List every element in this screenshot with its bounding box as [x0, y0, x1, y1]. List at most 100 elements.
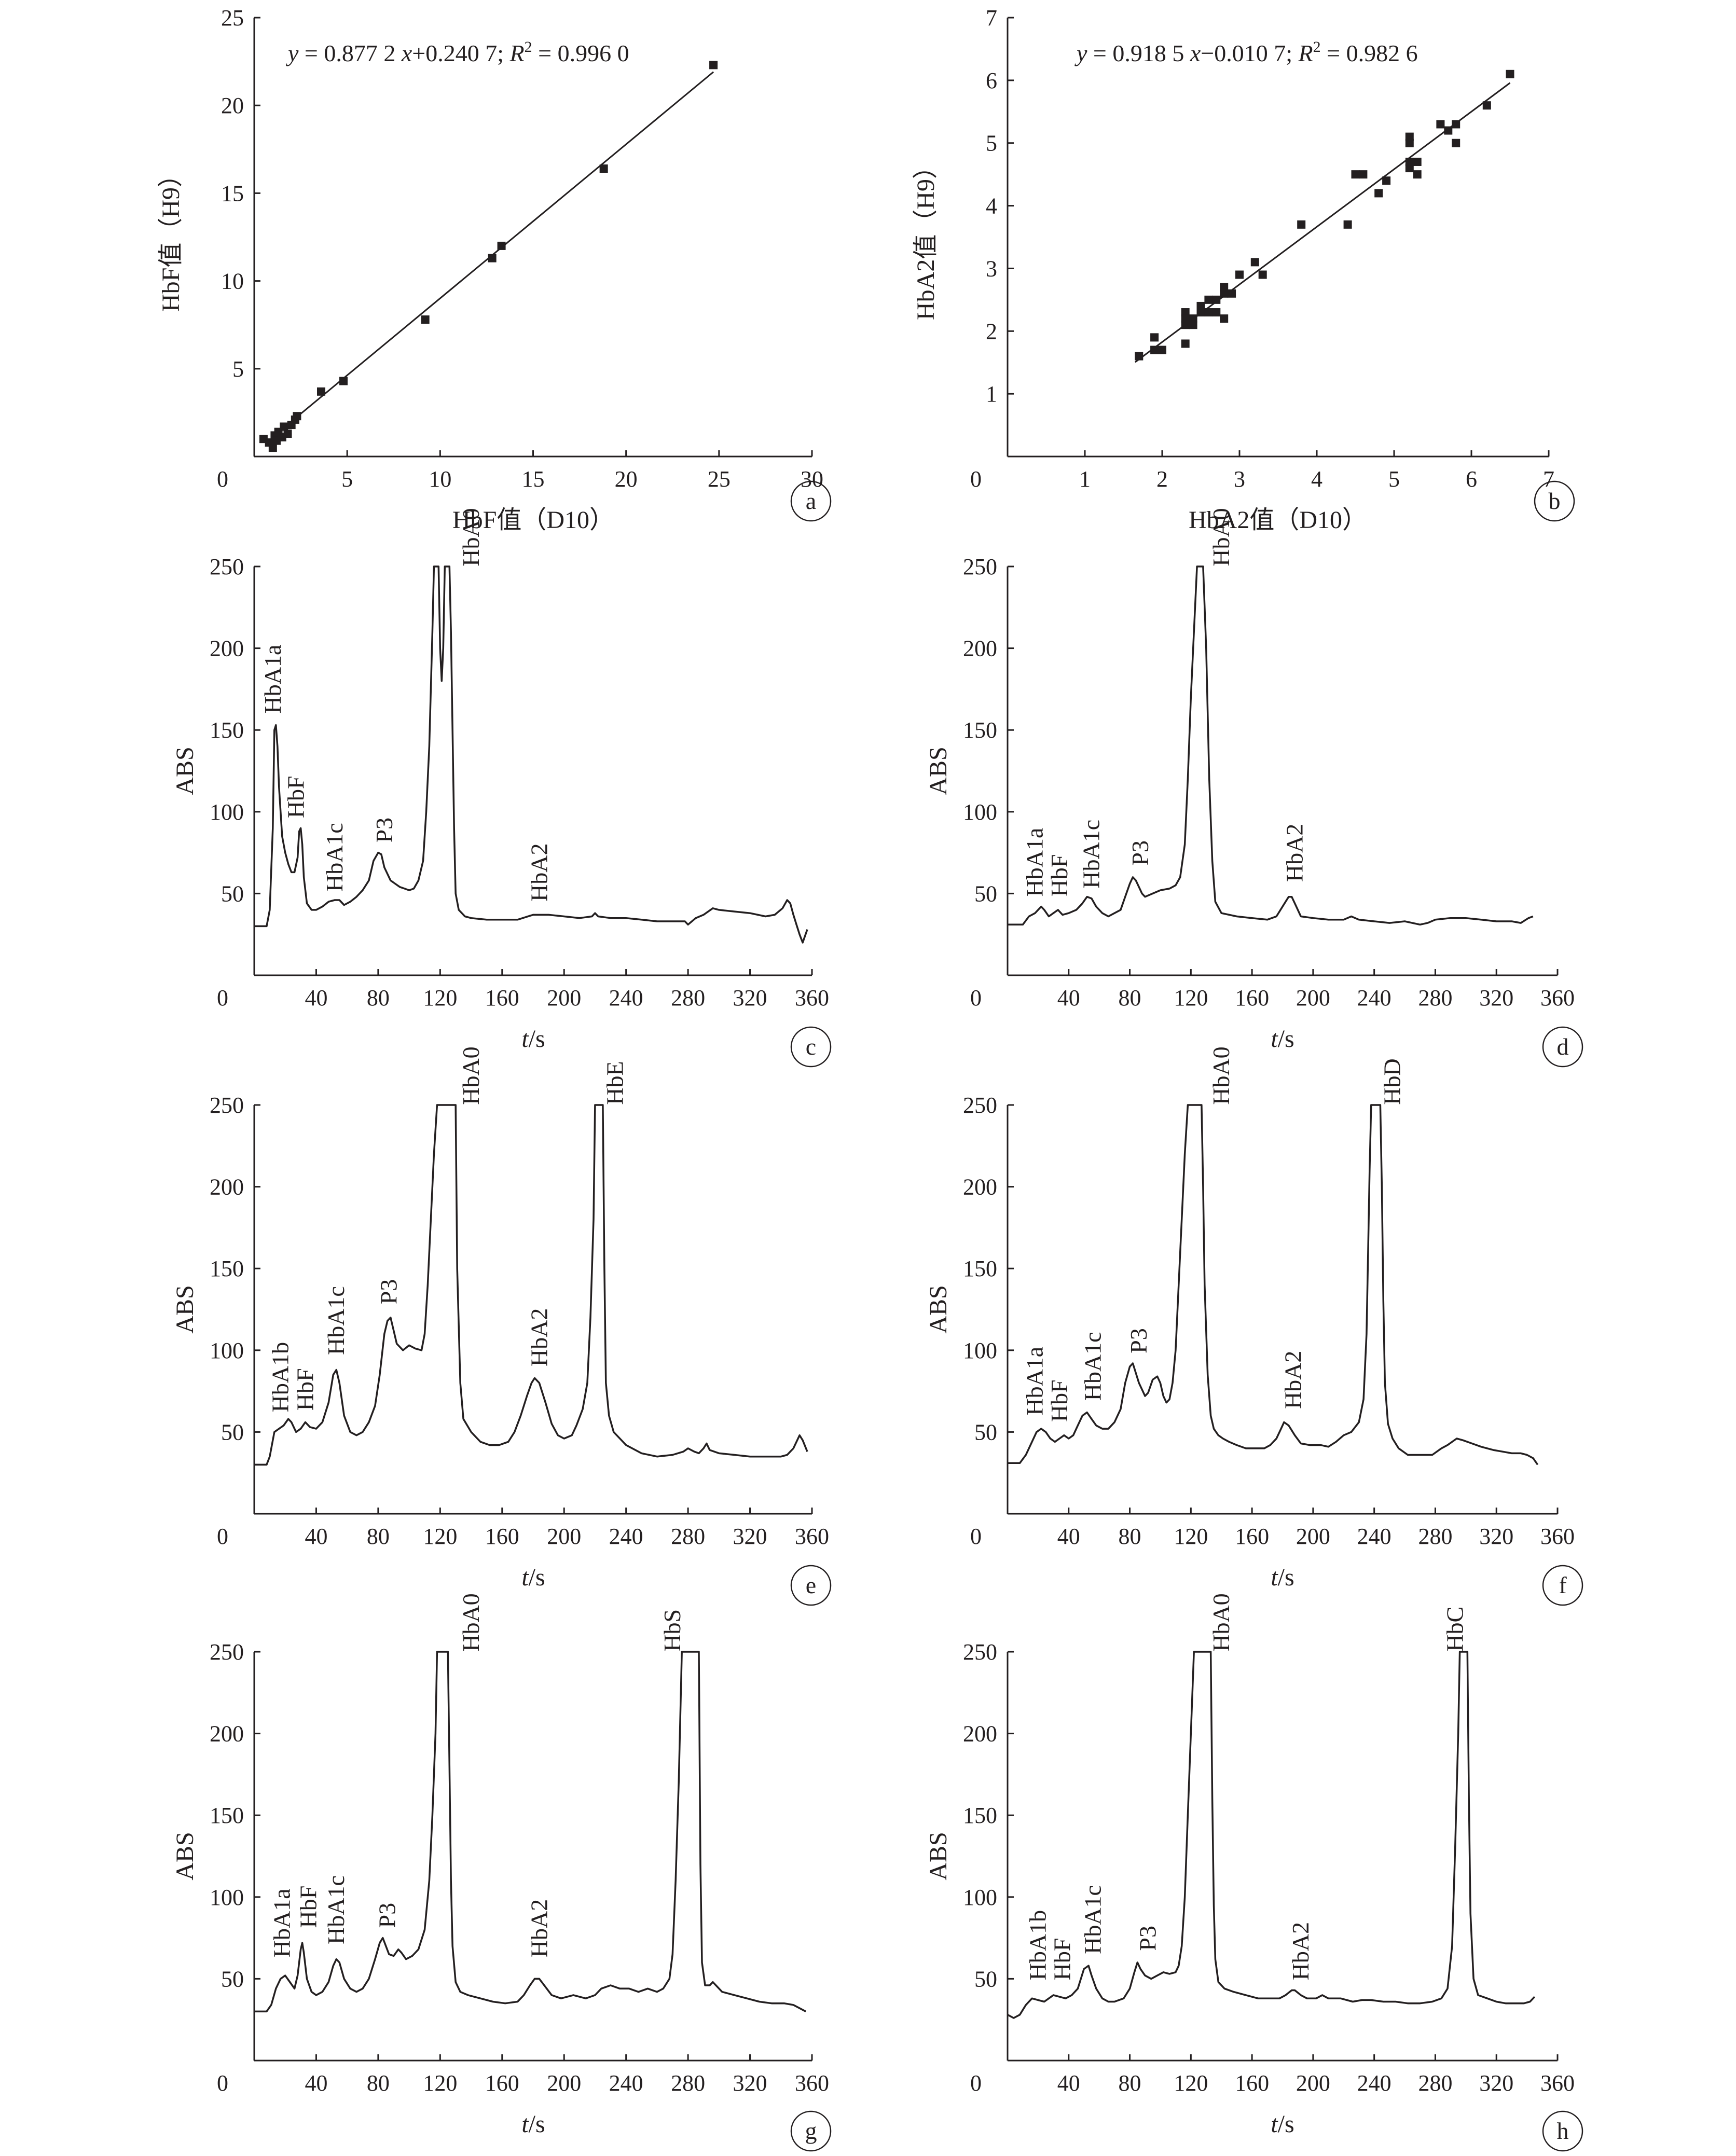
y-tick-label: 1	[986, 381, 997, 407]
peak-label: HbF	[292, 1368, 318, 1411]
eq-slope-text: = 0.877 2	[298, 40, 401, 66]
x-tick-label: 10	[429, 466, 451, 492]
x-tick-label: 280	[671, 2070, 705, 2096]
data-point	[1189, 314, 1197, 323]
panel-letter: g	[805, 2118, 817, 2144]
data-point	[293, 412, 301, 421]
peak-label: HbD	[1379, 1058, 1406, 1104]
x-tick-label: 40	[1057, 1524, 1080, 1549]
panel-letter: h	[1557, 2118, 1569, 2144]
x-axis-label-symbol: t	[1271, 1025, 1278, 1053]
x-axis-label-unit: /s	[1278, 1025, 1294, 1053]
data-point	[1343, 220, 1352, 229]
data-point	[1220, 314, 1229, 323]
x-tick-label: 5	[1388, 466, 1400, 492]
y-tick-label: 6	[986, 68, 997, 93]
data-point	[1297, 220, 1306, 229]
panel-letter: c	[806, 1033, 816, 1060]
x-tick-label: 120	[423, 985, 457, 1011]
x-tick-label: 80	[1119, 985, 1141, 1011]
y-tick-label: 100	[963, 799, 997, 825]
panel-letter: a	[806, 488, 816, 514]
y-tick-label: 150	[210, 717, 244, 743]
x-tick-label: 320	[1479, 985, 1513, 1011]
x-tick-label: 360	[795, 985, 829, 1011]
data-point	[268, 444, 277, 452]
x-axis-label: t/s	[1271, 1564, 1294, 1591]
data-point	[1181, 339, 1190, 348]
y-tick-label: 250	[963, 1639, 997, 1665]
x-tick-label: 120	[1174, 985, 1208, 1011]
panel-letter-circle	[1542, 1026, 1583, 1068]
peak-label: HbC	[1441, 1607, 1468, 1652]
y-tick-label: 50	[221, 1966, 244, 1992]
x-tick-label: 80	[367, 1524, 390, 1549]
y-tick-label: 250	[963, 554, 997, 579]
panel-letter-circle	[790, 480, 832, 522]
data-point	[488, 254, 497, 262]
y-axis-label: ABS	[171, 747, 199, 795]
data-point	[1212, 295, 1221, 304]
eq-r-superscript: 2	[1313, 38, 1321, 56]
x-axis-label-unit: /s	[529, 1564, 545, 1591]
y-tick-label: 150	[210, 1803, 244, 1828]
y-tick-label: 50	[974, 1966, 997, 1992]
y-tick-label: 5	[232, 356, 244, 382]
data-point	[1258, 270, 1267, 279]
panel-a: y = 0.877 2 x+0.240 7; R2 = 0.996 0 5 10 1…	[157, 5, 832, 534]
peak-label: HbA1c	[321, 823, 348, 892]
x-axis-label: t/s	[1271, 1025, 1294, 1053]
y-axis-label: HbF值（H9）	[157, 162, 185, 312]
x-axis-label-unit: /s	[1278, 1564, 1294, 1591]
y-tick-label: 200	[210, 1174, 244, 1200]
peak-label: HbF	[1046, 854, 1072, 897]
x-tick-label: 360	[1540, 2070, 1575, 2096]
origin-label: 0	[970, 985, 982, 1011]
peak-label: P3	[374, 1903, 401, 1928]
eq-r-symbol: R	[509, 40, 525, 66]
peak-label: HbA2	[1281, 824, 1307, 882]
data-point	[1235, 270, 1244, 279]
x-tick-label: 5	[341, 466, 353, 492]
peak-label: HbA0	[1208, 1593, 1234, 1651]
x-tick-label: 7	[1543, 466, 1554, 492]
panel-e: 40 80 120 160 200 240 280 320 360 50 100 150 200 250 0…	[171, 1046, 832, 1606]
y-tick-label: 150	[963, 1803, 997, 1828]
data-point	[1405, 139, 1414, 147]
y-axis-label: ABS	[171, 1832, 199, 1880]
x-tick-label: 15	[522, 466, 545, 492]
chromatogram-trace	[1007, 1651, 1536, 2019]
peak-label: P3	[371, 818, 397, 843]
panel-g: 40 80 120 160 200 240 280 320 360 50 100 150 200 250 0…	[171, 1593, 832, 2152]
data-point	[1181, 308, 1190, 317]
y-tick-label: 15	[221, 181, 244, 206]
data-point	[1212, 308, 1221, 317]
peak-label: HbA2	[526, 1899, 552, 1957]
chromatogram-trace	[1008, 1104, 1539, 1466]
x-axis-label: t/s	[521, 1564, 545, 1591]
x-tick-label: 200	[1296, 985, 1330, 1011]
eq-intercept-text: +0.240 7;	[412, 40, 509, 66]
x-axis-label-symbol: t	[521, 2110, 529, 2138]
data-point	[317, 387, 325, 396]
y-tick-label: 150	[963, 717, 997, 743]
x-tick-label: 360	[1540, 1524, 1575, 1549]
peak-label: HbE	[602, 1061, 628, 1104]
origin-label: 0	[217, 985, 228, 1011]
peak-label: HbA1b	[1025, 1910, 1051, 1980]
data-point	[1181, 314, 1190, 323]
regression-line	[276, 71, 714, 435]
eq-x-symbol: x	[1190, 40, 1201, 66]
fit-equation: y = 0.877 2 x+0.240 7; R2 = 0.996 0	[286, 38, 629, 66]
data-point	[1444, 126, 1453, 135]
peak-label: HbA2	[526, 843, 552, 901]
peak-label: HbA1a	[259, 645, 286, 714]
fit-equation: y = 0.918 5 x−0.010 7; R2 = 0.982 6	[1074, 38, 1418, 66]
data-point	[1181, 321, 1190, 329]
x-tick-label: 240	[609, 1524, 643, 1549]
peak-label: HbS	[659, 1609, 685, 1652]
y-tick-label: 200	[963, 1721, 997, 1747]
x-tick-label: 160	[1235, 985, 1269, 1011]
